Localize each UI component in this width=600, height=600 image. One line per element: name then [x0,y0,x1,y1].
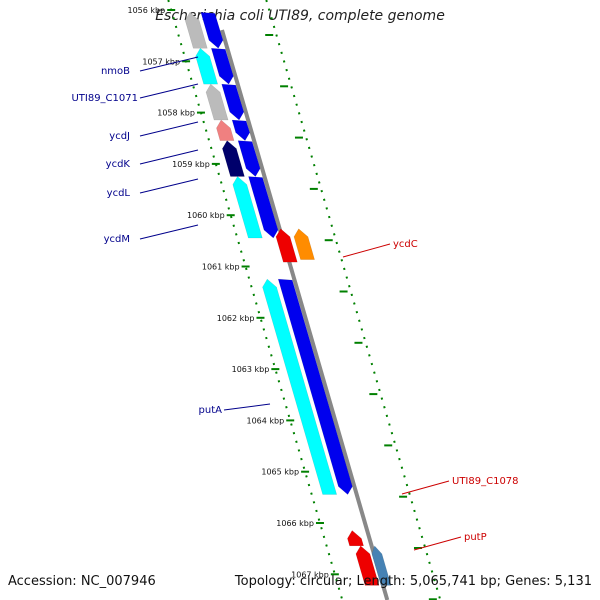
genome-summary-text: Topology: circular; Length: 5,065,741 bp… [234,574,592,589]
ruler-label: 1059 kbp [172,160,210,169]
backbone-line [220,29,390,600]
gene-connector [139,149,199,165]
map-title: Escherichia coli UTI89, complete genome [155,8,445,24]
gene-label-ycdJ: ycdJ [109,131,130,142]
gene-label-ycdL: ycdL [107,188,131,199]
gene-label-UTI89_C1078: UTI89_C1078 [452,476,519,487]
gene-label-UTI89_C1071: UTI89_C1071 [71,93,138,104]
ruler-label: 1067 kbp [291,570,329,579]
feature-strip-forward [184,11,208,49]
gene-label-putP: putP [464,532,487,543]
ruler-label: 1064 kbp [247,416,285,425]
ruler-label: 1063 kbp [232,365,270,374]
feature-arrow-forward [210,47,234,85]
gene-connector [139,56,199,72]
feature-strip-forward [216,119,235,141]
feature-arrow-forward [248,176,279,239]
gene-connector [413,536,462,551]
ruler-label: 1065 kbp [261,468,299,477]
gene-label-ycdC: ycdC [393,239,418,250]
feature-strip-forward [205,83,229,121]
accession-text: Accession: NC_007946 [8,574,156,589]
feature-arrow-forward [237,140,261,177]
gene-connector [139,83,199,99]
ruler-label: 1058 kbp [157,109,195,118]
feature-arrow-forward [277,278,353,495]
feature-arrow-reverse [347,530,364,547]
ruler-label: 1057 kbp [142,57,180,66]
ruler-label: 1062 kbp [217,314,255,323]
left-ruler-track [167,0,344,600]
ruler-label: 1066 kbp [276,519,314,528]
gene-label-nmoB: nmoB [101,66,130,77]
feature-arrow-reverse [275,228,298,263]
gene-connector [139,224,199,240]
gene-label-putA: putA [199,405,223,416]
feature-arrow-reverse [371,545,392,586]
gene-connector [401,480,450,495]
feature-arrow-reverse [355,545,380,586]
feature-strip-forward [195,47,219,85]
feature-arrow-forward [200,12,224,49]
gene-connector [342,243,391,258]
gene-connector [139,121,199,137]
ruler-label: 1056 kbp [127,6,165,15]
feature-strip-forward [232,176,263,239]
ruler-label: 1061 kbp [202,263,240,272]
feature-arrow-forward [231,119,251,141]
feature-strip-forward [222,140,245,177]
gene-label-ycdK: ycdK [106,159,131,170]
gene-label-ycdM: ycdM [104,234,130,245]
ruler-label: 1060 kbp [187,211,225,220]
gene-connector [223,403,271,411]
feature-arrow-forward [221,83,245,121]
gene-connector [139,178,199,194]
feature-arrow-reverse [293,228,315,260]
feature-strip-forward [262,278,338,495]
